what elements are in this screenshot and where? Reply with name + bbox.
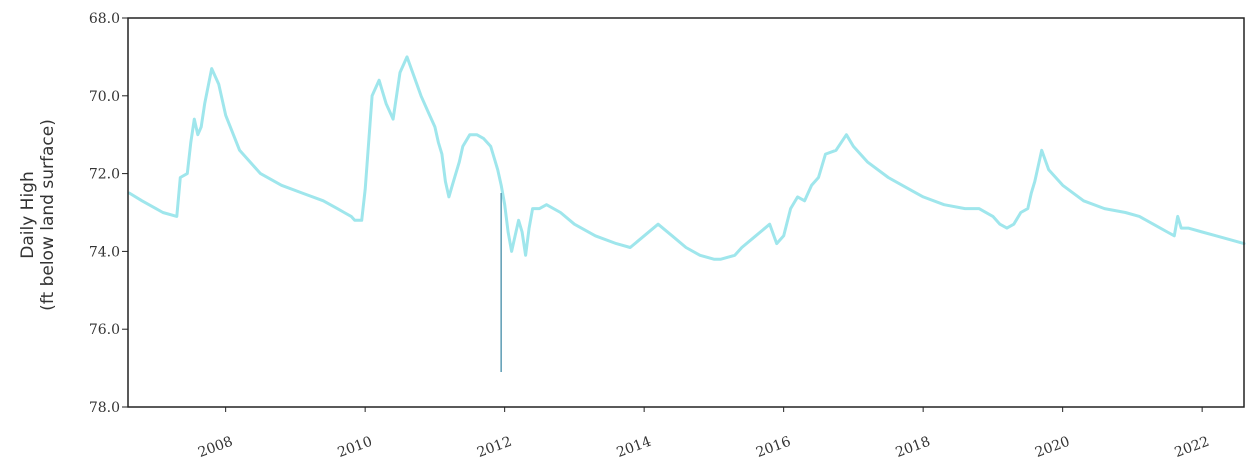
x-tick-label: 2008 xyxy=(196,434,235,457)
x-axis: 2008 2010 2012 2014 2016 2018 2020 2022 xyxy=(196,407,1212,457)
plot-area xyxy=(127,55,1246,372)
y-tick-label: 72.0 xyxy=(89,167,120,183)
y-axis-title-line2: (ft below land surface) xyxy=(38,119,58,311)
y-axis: 68.0 70.0 72.0 74.0 76.0 78.0 xyxy=(89,11,128,416)
x-tick-label: 2022 xyxy=(1173,434,1212,457)
series-line xyxy=(127,55,1246,261)
x-tick-label: 2012 xyxy=(475,434,514,457)
y-tick-label: 70.0 xyxy=(89,89,120,105)
plot-frame xyxy=(127,17,1245,408)
y-tick-label: 68.0 xyxy=(89,11,120,27)
y-tick-label: 76.0 xyxy=(89,322,120,338)
y-axis-title: Daily High (ft below land surface) xyxy=(18,119,58,311)
y-tick-label: 74.0 xyxy=(89,244,120,260)
x-tick-label: 2020 xyxy=(1033,434,1072,457)
x-tick-label: 2018 xyxy=(894,434,933,457)
x-tick-label: 2016 xyxy=(754,434,793,457)
x-tick-label: 2010 xyxy=(336,434,375,457)
y-tick-label: 78.0 xyxy=(89,400,120,416)
x-tick-label: 2014 xyxy=(615,434,654,457)
y-axis-title-line1: Daily High xyxy=(18,171,38,259)
